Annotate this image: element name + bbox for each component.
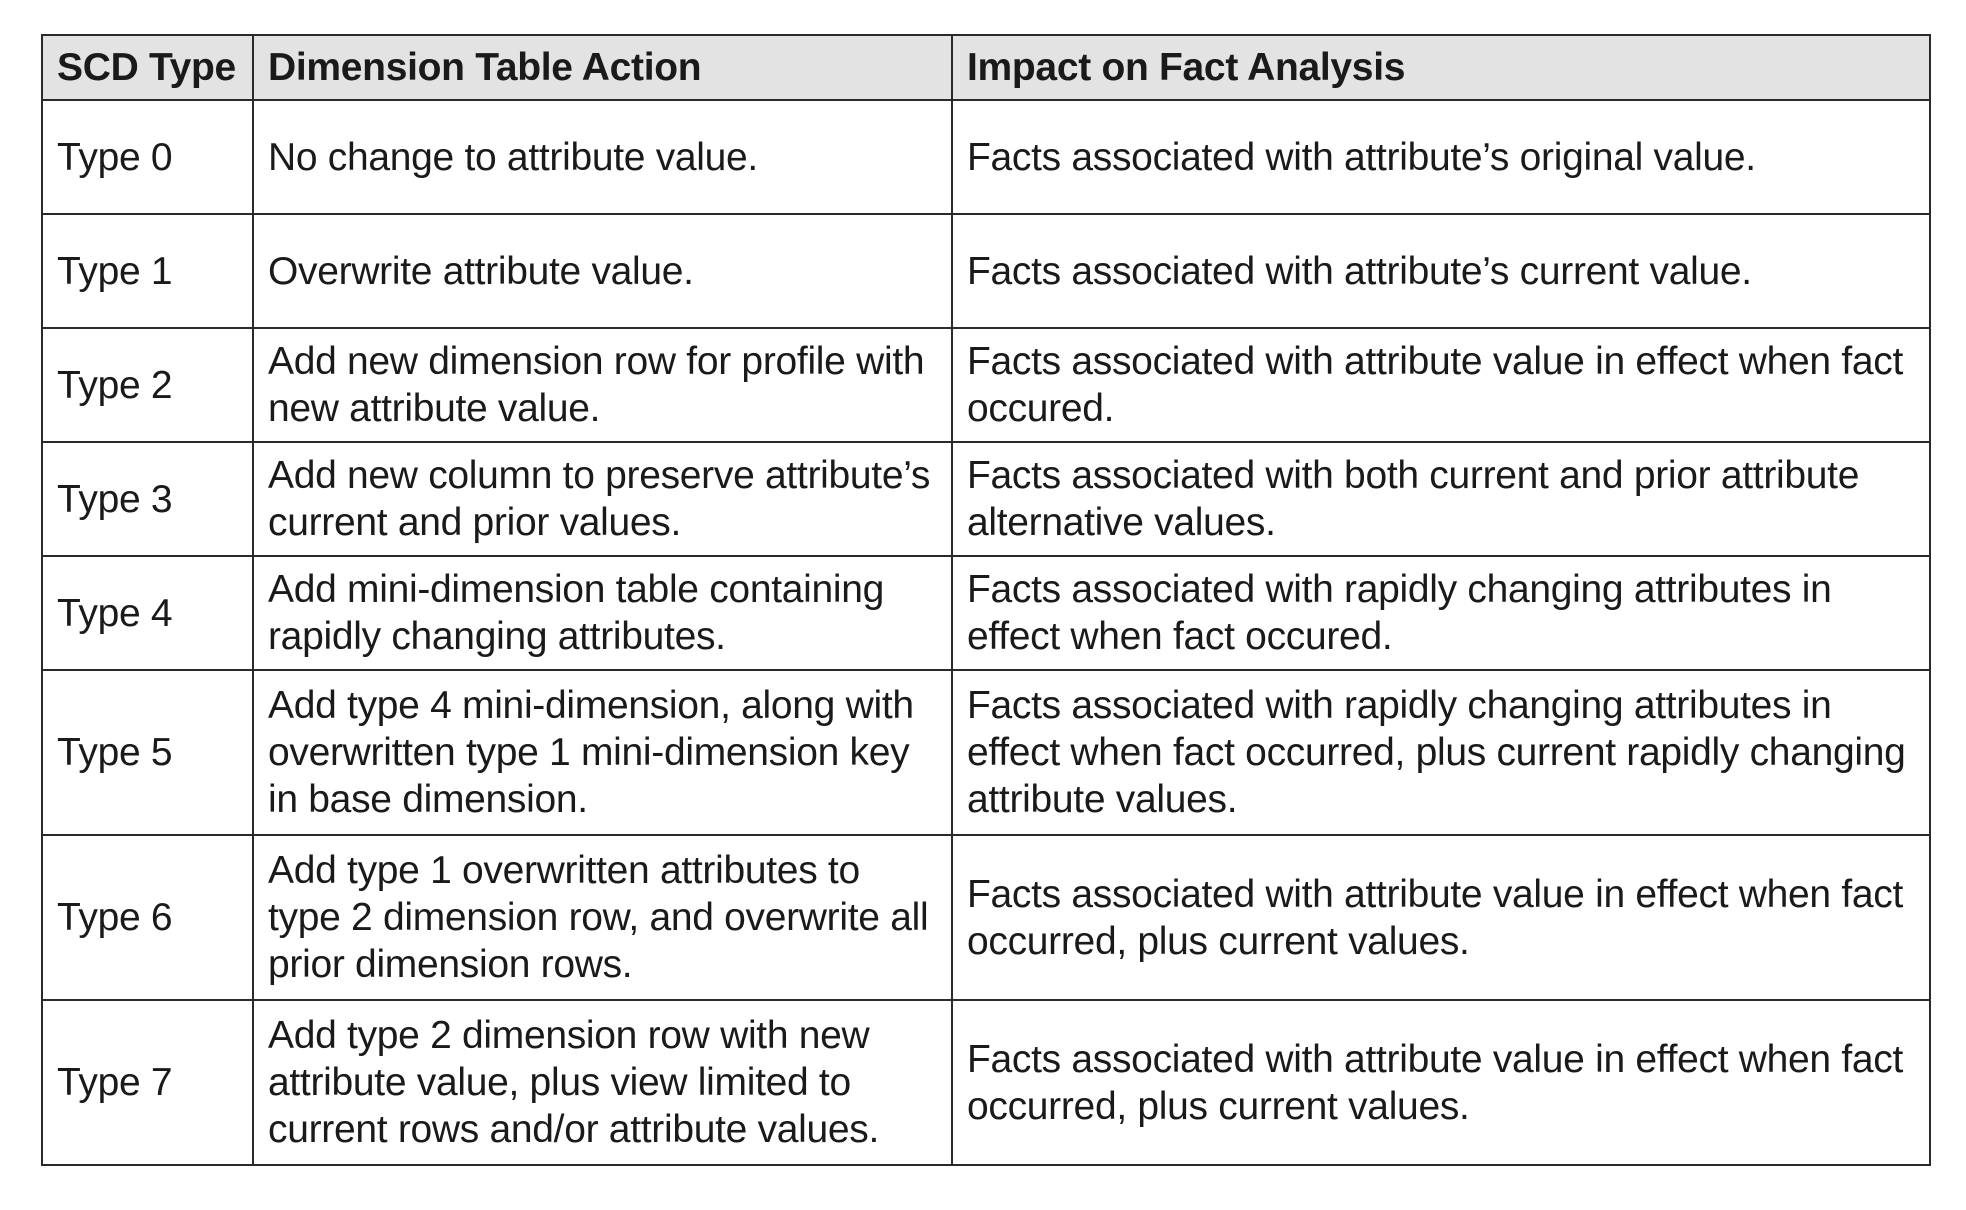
cell-dimension-action: Add new dimension row for profile with n… [252, 327, 953, 443]
table-row: Type 1 Overwrite attribute value. Facts … [41, 213, 1931, 329]
table-row: Type 5 Add type 4 mini-dimension, along … [41, 669, 1931, 836]
cell-fact-impact: Facts associated with rapidly changing a… [951, 669, 1931, 836]
table-row: Type 3 Add new column to preserve attrib… [41, 441, 1931, 557]
cell-scd-type: Type 3 [41, 441, 254, 557]
table-row: Type 0 No change to attribute value. Fac… [41, 99, 1931, 215]
cell-fact-impact: Facts associated with both current and p… [951, 441, 1931, 557]
table-row: Type 4 Add mini-dimension table containi… [41, 555, 1931, 671]
cell-dimension-action: Add new column to preserve attribute’s c… [252, 441, 953, 557]
cell-dimension-action: Add mini-dimension table containing rapi… [252, 555, 953, 671]
cell-dimension-action: No change to attribute value. [252, 99, 953, 215]
header-row: SCD Type Dimension Table Action Impact o… [41, 34, 1931, 101]
cell-scd-type: Type 2 [41, 327, 254, 443]
table-body: Type 0 No change to attribute value. Fac… [41, 99, 1931, 1166]
cell-scd-type: Type 4 [41, 555, 254, 671]
scd-types-table: SCD Type Dimension Table Action Impact o… [41, 34, 1931, 1166]
cell-dimension-action: Add type 2 dimension row with new attrib… [252, 999, 953, 1166]
cell-dimension-action: Overwrite attribute value. [252, 213, 953, 329]
header-impact-on-fact-analysis: Impact on Fact Analysis [951, 34, 1931, 101]
cell-dimension-action: Add type 1 overwritten attributes to typ… [252, 834, 953, 1001]
cell-dimension-action: Add type 4 mini-dimension, along with ov… [252, 669, 953, 836]
cell-scd-type: Type 5 [41, 669, 254, 836]
cell-scd-type: Type 0 [41, 99, 254, 215]
table-row: Type 2 Add new dimension row for profile… [41, 327, 1931, 443]
cell-fact-impact: Facts associated with attribute value in… [951, 999, 1931, 1166]
cell-fact-impact: Facts associated with attribute value in… [951, 834, 1931, 1001]
cell-scd-type: Type 7 [41, 999, 254, 1166]
table-row: Type 7 Add type 2 dimension row with new… [41, 999, 1931, 1166]
header-scd-type: SCD Type [41, 34, 254, 101]
table-row: Type 6 Add type 1 overwritten attributes… [41, 834, 1931, 1001]
cell-fact-impact: Facts associated with attribute’s origin… [951, 99, 1931, 215]
cell-fact-impact: Facts associated with rapidly changing a… [951, 555, 1931, 671]
table-header: SCD Type Dimension Table Action Impact o… [41, 34, 1931, 101]
cell-scd-type: Type 6 [41, 834, 254, 1001]
cell-scd-type: Type 1 [41, 213, 254, 329]
header-dimension-table-action: Dimension Table Action [252, 34, 953, 101]
cell-fact-impact: Facts associated with attribute value in… [951, 327, 1931, 443]
cell-fact-impact: Facts associated with attribute’s curren… [951, 213, 1931, 329]
